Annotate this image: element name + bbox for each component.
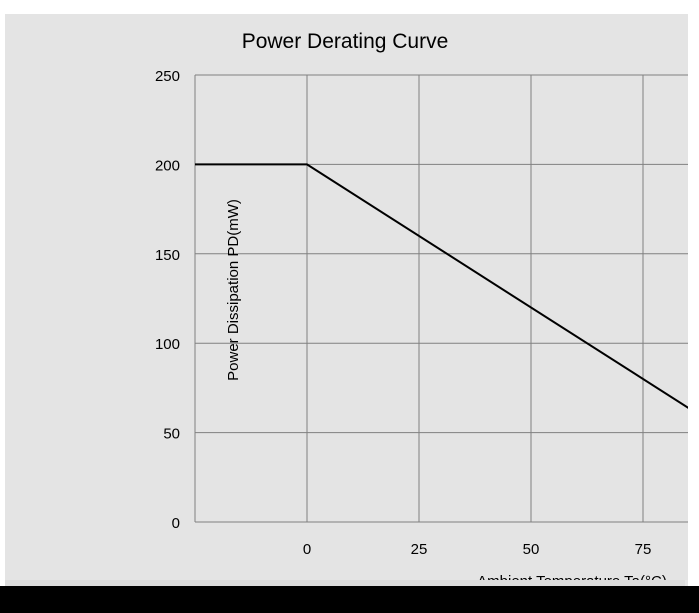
y-tick-label: 100 <box>155 336 180 353</box>
bottom-strip <box>5 580 685 586</box>
figure-background <box>5 14 688 586</box>
y-tick-label: 250 <box>155 68 180 85</box>
y-tick-label: 0 <box>172 515 180 532</box>
x-tick-label: 75 <box>635 541 652 558</box>
x-tick-label: 25 <box>411 541 428 558</box>
x-tick-label: 50 <box>523 541 540 558</box>
chart-canvas: 0 50 100 150 200 250 0 25 50 75 Power Derating Cu… <box>5 14 688 590</box>
chart-title: Power Derating Curve <box>242 30 449 53</box>
y-tick-label: 150 <box>155 247 180 264</box>
y-axis-label: Power Dissipation PD(mW) <box>225 199 242 381</box>
y-tick-label: 200 <box>155 157 180 174</box>
y-tick-label: 50 <box>163 426 180 443</box>
bottom-bar <box>0 586 699 613</box>
x-tick-label: 0 <box>303 541 311 558</box>
